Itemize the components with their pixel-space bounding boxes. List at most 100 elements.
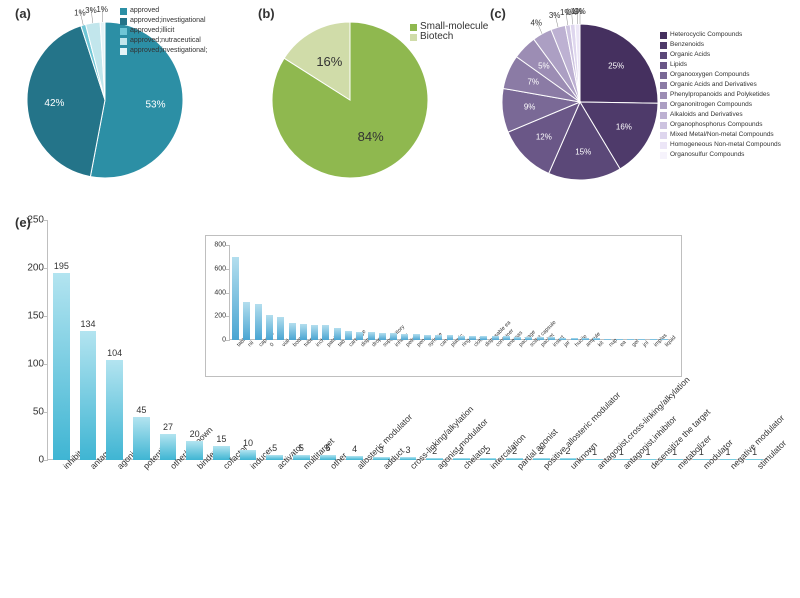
legend-label: Phenylpropanoids and Polyketides <box>670 90 770 100</box>
legend-c: Heterocyclic CompoundsBenzenoidsOrganic … <box>660 30 781 160</box>
bar <box>480 336 487 340</box>
legend-item: Organosulfur Compounds <box>660 150 781 160</box>
bar <box>243 302 250 340</box>
legend-label: Lipids <box>670 60 687 70</box>
y-tick-label: 250 <box>20 215 44 226</box>
bar-value-label: 3 <box>379 445 384 455</box>
legend-item: Alkaloids and Derivatives <box>660 110 781 120</box>
legend-item: Mixed Metal/Non-metal Compounds <box>660 130 781 140</box>
bar-value-label: 1 <box>672 447 677 457</box>
bar-value-label: 2 <box>565 446 570 456</box>
y-tick-label: 50 <box>20 407 44 418</box>
legend-swatch <box>660 122 667 129</box>
pie-pct-label: 25% <box>608 62 624 71</box>
bar-value-label: 2 <box>539 446 544 456</box>
pie-pct-label: 9% <box>524 103 536 112</box>
bar-value-label: 10 <box>243 438 253 448</box>
bar <box>334 328 341 340</box>
bar <box>53 273 70 460</box>
y-tick-label: 200 <box>202 313 226 320</box>
bar <box>593 338 600 340</box>
bar <box>311 325 318 340</box>
y-tick-label: 400 <box>202 289 226 296</box>
bar <box>379 333 386 340</box>
legend-swatch <box>660 112 667 119</box>
legend-swatch <box>660 152 667 159</box>
bar <box>413 334 420 340</box>
x-tick-label: other <box>328 450 349 471</box>
legend-label: Organooxygen Compounds <box>670 70 750 80</box>
legend-label: Heterocyclic Compounds <box>670 30 742 40</box>
bar-value-label: 2 <box>432 446 437 456</box>
bar-value-label: 2 <box>512 446 517 456</box>
legend-swatch <box>660 92 667 99</box>
y-tick-label: 100 <box>20 359 44 370</box>
legend-label: Alkaloids and Derivatives <box>670 110 743 120</box>
pie-pct-label: 15% <box>575 148 591 157</box>
bar-value-label: 1 <box>645 447 650 457</box>
legend-item: Organic Acids and Derivatives <box>660 80 781 90</box>
pie-pct-label: 4% <box>530 18 542 27</box>
bar-value-label: 1 <box>592 447 597 457</box>
bar <box>80 331 97 460</box>
bar <box>289 323 296 340</box>
legend-swatch <box>660 32 667 39</box>
bar-value-label: 1 <box>752 447 757 457</box>
bar-value-label: 1 <box>619 447 624 457</box>
bar <box>300 324 307 340</box>
legend-swatch <box>660 62 667 69</box>
bar <box>401 334 408 340</box>
bar-value-label: 104 <box>107 348 122 358</box>
bar <box>232 257 239 340</box>
legend-swatch <box>660 102 667 109</box>
legend-item: Benzenoids <box>660 40 781 50</box>
legend-item: Homogeneous Non-metal Compounds <box>660 140 781 150</box>
legend-swatch <box>660 52 667 59</box>
y-tick-label: 150 <box>20 311 44 322</box>
bar <box>345 331 352 341</box>
bar-value-label: 2 <box>459 446 464 456</box>
pie-pct-label: 3% <box>549 11 561 20</box>
bar <box>525 337 532 340</box>
bar <box>548 337 555 340</box>
bar <box>390 333 397 340</box>
pie-pct-label: 5% <box>538 62 550 71</box>
legend-swatch <box>660 132 667 139</box>
bar <box>435 335 442 340</box>
legend-item: Lipids <box>660 60 781 70</box>
bar-value-label: 45 <box>136 405 146 415</box>
legend-label: Organic Acids and Derivatives <box>670 80 757 90</box>
bar-value-label: 5 <box>299 443 304 453</box>
bar-value-label: 15 <box>216 434 226 444</box>
pie-pct-label: 12% <box>536 133 552 142</box>
bar <box>368 332 375 340</box>
legend-label: Organophosphorus Compounds <box>670 120 763 130</box>
bar <box>277 317 284 340</box>
bar <box>356 332 363 340</box>
bar-value-label: 5 <box>325 443 330 453</box>
bar-value-label: 4 <box>352 444 357 454</box>
y-tick-label: 600 <box>202 265 226 272</box>
bar <box>447 335 454 340</box>
bar <box>106 360 123 460</box>
legend-swatch <box>660 82 667 89</box>
legend-swatch <box>660 142 667 149</box>
bar-value-label: 195 <box>54 261 69 271</box>
bar-value-label: 134 <box>80 319 95 329</box>
legend-item: Organophosphorus Compounds <box>660 120 781 130</box>
legend-label: Organic Acids <box>670 50 710 60</box>
bar <box>627 339 634 340</box>
pie-pct-label: 16% <box>616 122 632 131</box>
bar <box>266 315 273 340</box>
bar-value-label: 2 <box>485 446 490 456</box>
pie-pct-label: 7% <box>527 78 539 87</box>
bar <box>160 434 177 460</box>
legend-label: Organosulfur Compounds <box>670 150 744 160</box>
legend-label: Organonitrogen Compounds <box>670 100 752 110</box>
legend-item: Phenylpropanoids and Polyketides <box>660 90 781 100</box>
y-tick-label: 0 <box>20 455 44 466</box>
legend-item: Organonitrogen Compounds <box>660 100 781 110</box>
bar <box>469 336 476 340</box>
legend-item: Organooxygen Compounds <box>660 70 781 80</box>
legend-swatch <box>660 42 667 49</box>
